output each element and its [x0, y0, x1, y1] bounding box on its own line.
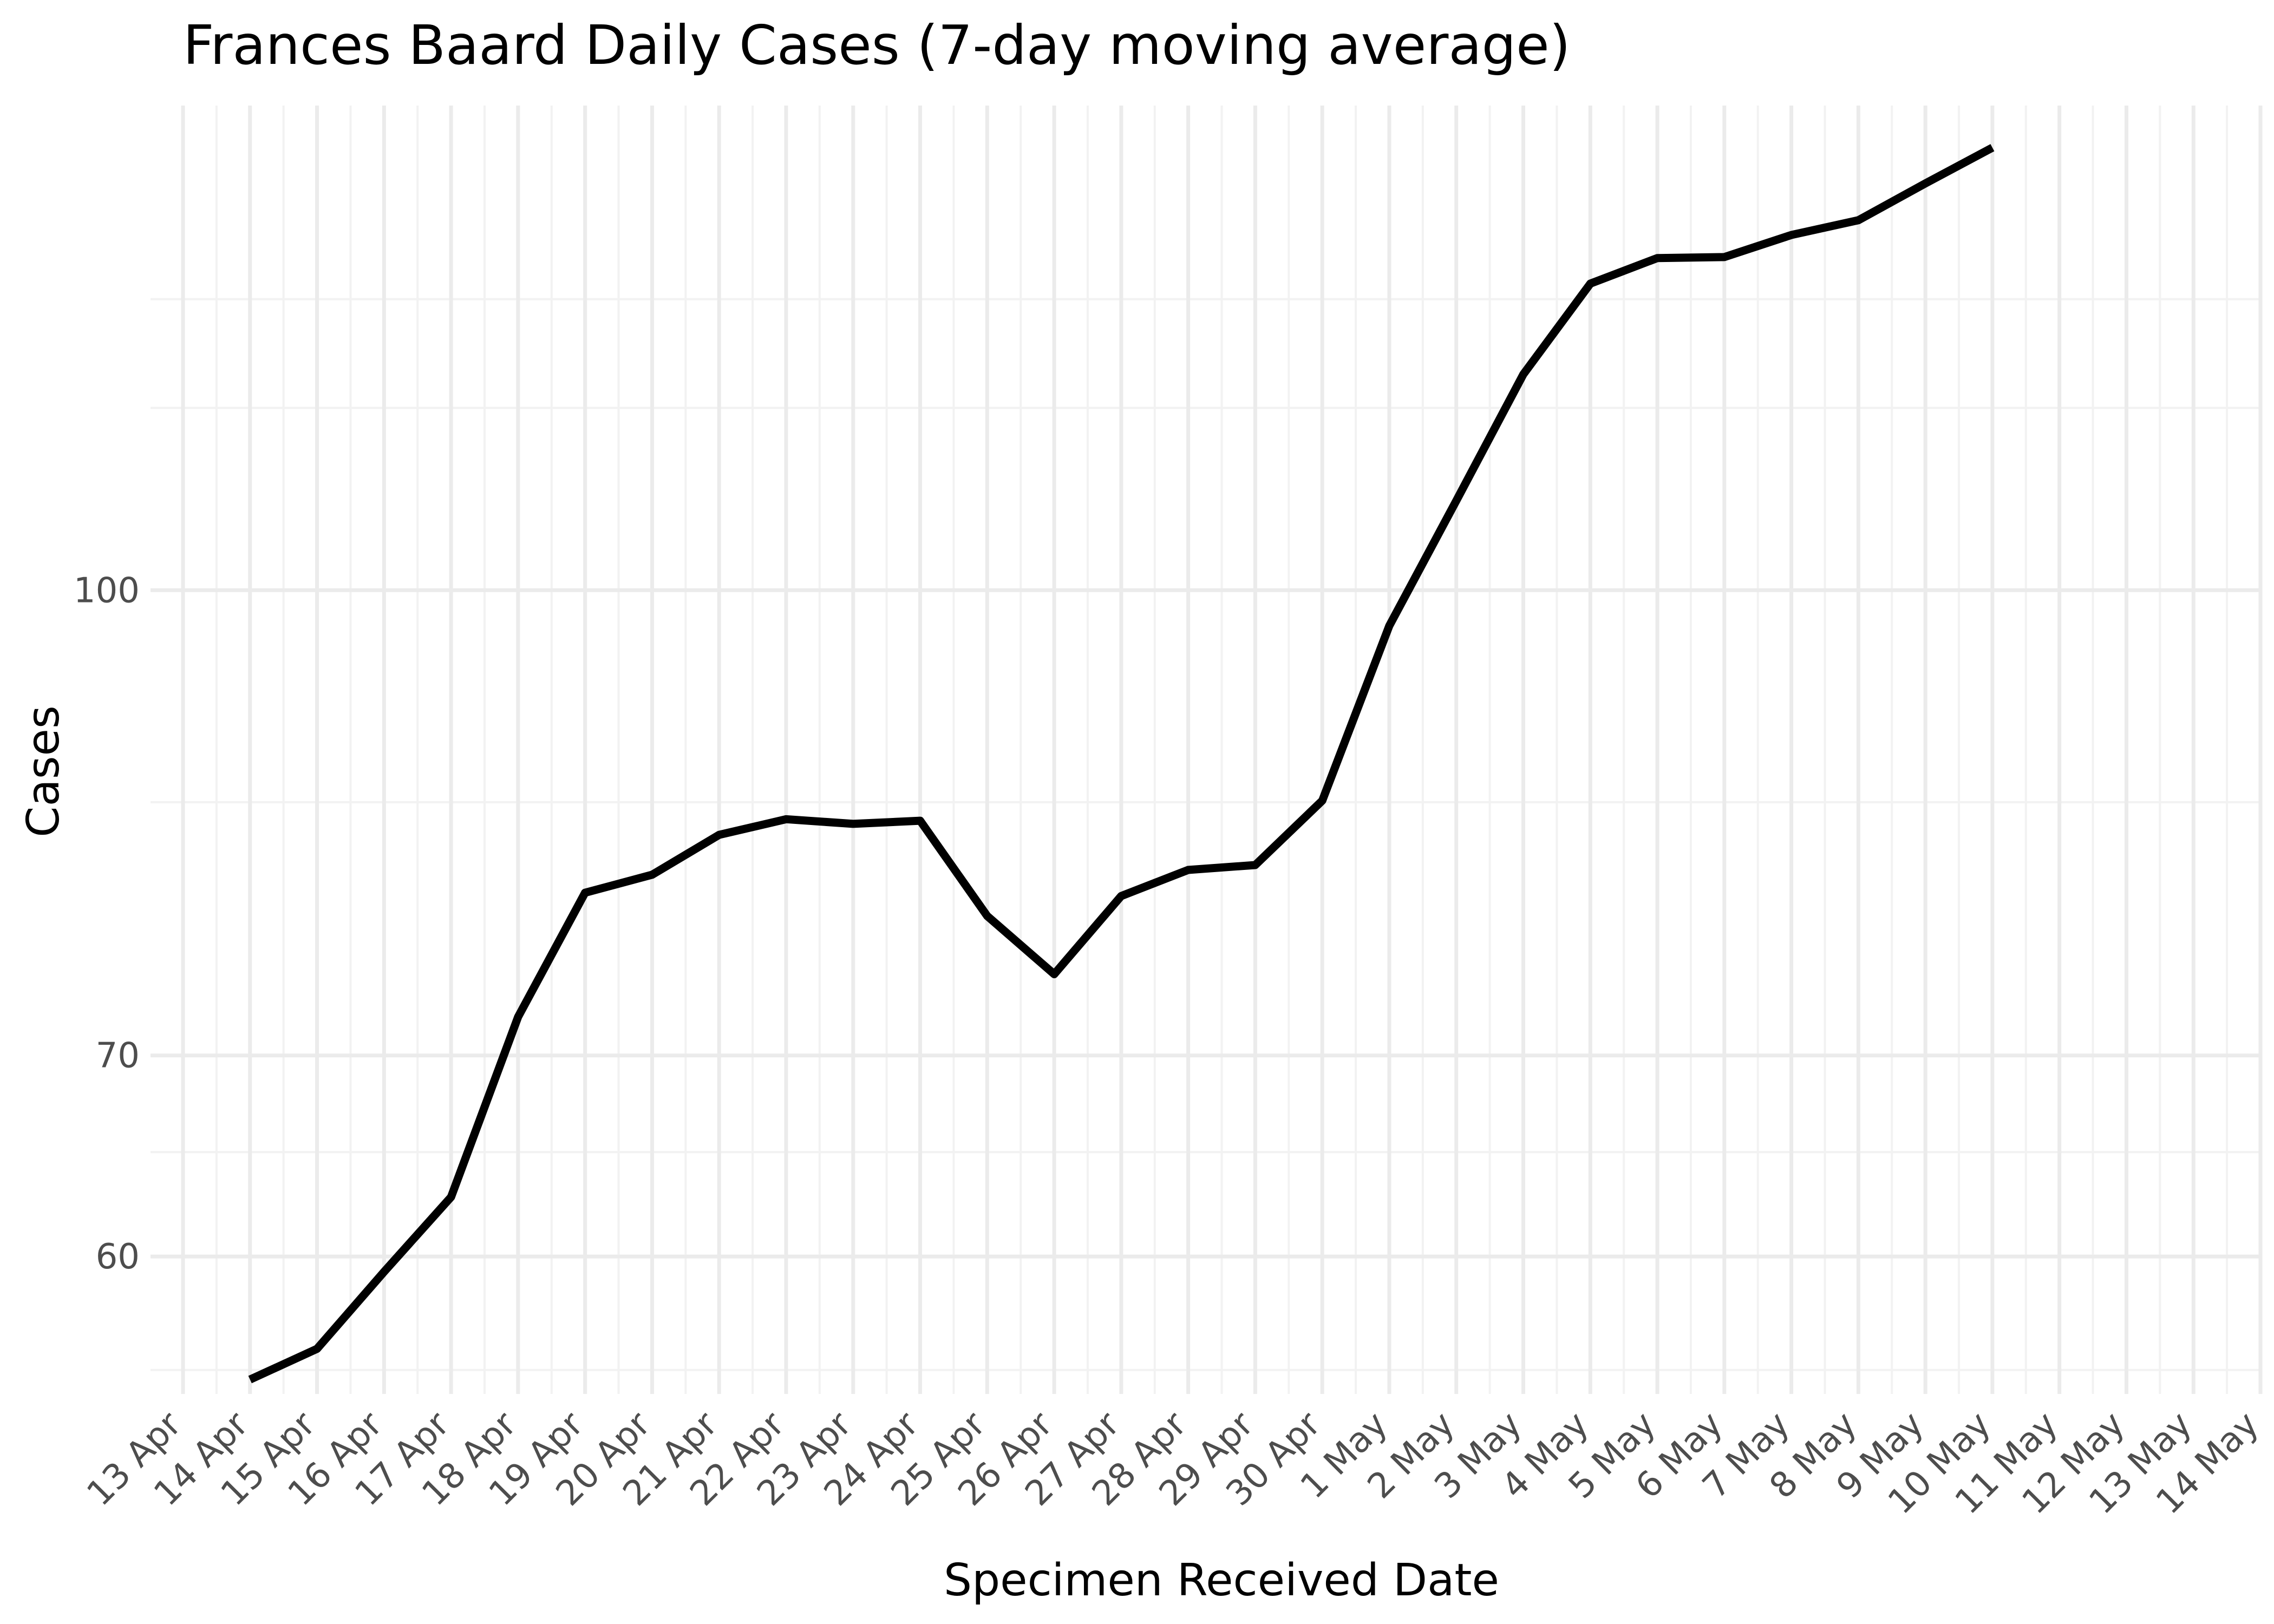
y-tick-label-70: 70 — [96, 1036, 140, 1076]
y-tick-labels: 60 70 100 — [74, 571, 140, 1277]
y-tick-label-100: 100 — [74, 571, 140, 611]
series-line-1 — [248, 144, 1995, 1384]
major-gridlines — [151, 106, 2263, 1394]
x-axis-title: Specimen Received Date — [944, 1555, 1499, 1606]
chart-title: Frances Baard Daily Cases (7-day moving … — [183, 14, 1571, 77]
minor-gridlines — [151, 106, 2260, 1394]
y-axis-title: Cases — [18, 705, 69, 837]
series-layer — [248, 144, 1995, 1384]
y-tick-label-60: 60 — [96, 1237, 140, 1277]
